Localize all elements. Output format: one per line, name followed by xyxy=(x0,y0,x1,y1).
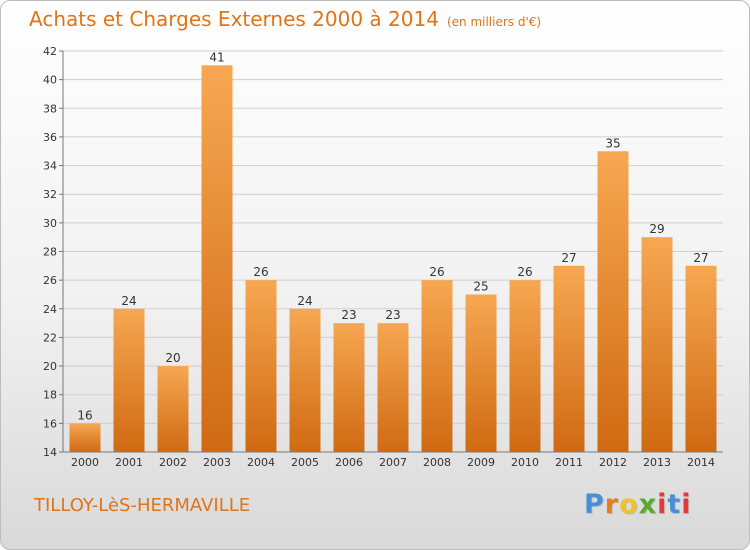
y-tick-label: 26 xyxy=(43,274,57,287)
bar xyxy=(509,280,541,452)
y-tick-label: 20 xyxy=(43,360,57,373)
data-label: 26 xyxy=(517,265,532,279)
y-tick-label: 42 xyxy=(43,45,57,58)
chart-unit: (en milliers d'€) xyxy=(446,15,542,29)
data-label: 24 xyxy=(121,294,136,308)
bar xyxy=(201,65,233,453)
bar xyxy=(289,308,321,452)
x-tick-label: 2004 xyxy=(247,456,275,469)
bar xyxy=(597,151,629,452)
x-tick-label: 2014 xyxy=(687,456,715,469)
data-label: 23 xyxy=(341,308,356,322)
brand-letter: P xyxy=(584,489,605,520)
data-label: 27 xyxy=(561,251,576,265)
bar xyxy=(377,323,409,452)
place-name: TILLOY-LèS-HERMAVILLE xyxy=(34,495,251,516)
y-tick-label: 28 xyxy=(43,246,57,259)
chart-title: Achats et Charges Externes 2000 à 2014 (e… xyxy=(29,7,541,31)
brand-letter: o xyxy=(619,489,639,520)
x-tick-label: 2012 xyxy=(599,456,627,469)
x-tick-label: 2008 xyxy=(423,456,451,469)
bar xyxy=(69,423,101,452)
x-tick-label: 2007 xyxy=(379,456,407,469)
data-label: 29 xyxy=(649,222,664,236)
x-tick-label: 2000 xyxy=(71,456,99,469)
brand-letter: i xyxy=(681,489,692,520)
bar xyxy=(157,366,189,452)
data-label: 41 xyxy=(209,50,224,64)
bar xyxy=(685,265,717,452)
data-label: 25 xyxy=(473,279,488,293)
bar xyxy=(553,265,585,452)
x-tick-label: 2006 xyxy=(335,456,363,469)
brand-letter: x xyxy=(638,489,658,520)
y-tick-label: 38 xyxy=(43,102,57,115)
y-tick-label: 34 xyxy=(43,160,57,173)
x-tick-label: 2010 xyxy=(511,456,539,469)
y-tick-label: 24 xyxy=(43,303,57,316)
x-tick-label: 2001 xyxy=(115,456,143,469)
proxiti-logo: Proxiti xyxy=(584,489,692,520)
y-tick-label: 14 xyxy=(43,446,57,459)
bar xyxy=(641,237,673,452)
data-label: 20 xyxy=(165,351,180,365)
y-tick-label: 18 xyxy=(43,389,57,402)
data-label: 24 xyxy=(297,294,312,308)
data-label: 26 xyxy=(253,265,268,279)
brand-letter: i xyxy=(657,489,668,520)
x-tick-label: 2005 xyxy=(291,456,319,469)
bar xyxy=(421,280,453,452)
bar xyxy=(465,294,497,452)
data-label: 16 xyxy=(77,408,92,422)
bar xyxy=(113,308,145,452)
data-label: 35 xyxy=(605,136,620,150)
y-tick-label: 22 xyxy=(43,331,57,344)
y-tick-label: 40 xyxy=(43,74,57,87)
x-tick-label: 2003 xyxy=(203,456,231,469)
x-tick-label: 2009 xyxy=(467,456,495,469)
brand-letter: t xyxy=(667,489,682,520)
y-tick-label: 16 xyxy=(43,417,57,430)
x-tick-label: 2002 xyxy=(159,456,187,469)
bar xyxy=(333,323,365,452)
bar xyxy=(245,280,277,452)
title-text: Achats et Charges Externes 2000 à 2014 xyxy=(29,7,439,31)
brand-letter: r xyxy=(604,489,620,520)
data-label: 26 xyxy=(429,265,444,279)
x-tick-label: 2011 xyxy=(555,456,583,469)
x-tick-label: 2013 xyxy=(643,456,671,469)
y-tick-label: 36 xyxy=(43,131,57,144)
data-label: 27 xyxy=(693,251,708,265)
data-label: 23 xyxy=(385,308,400,322)
y-tick-label: 30 xyxy=(43,217,57,230)
y-tick-label: 32 xyxy=(43,188,57,201)
